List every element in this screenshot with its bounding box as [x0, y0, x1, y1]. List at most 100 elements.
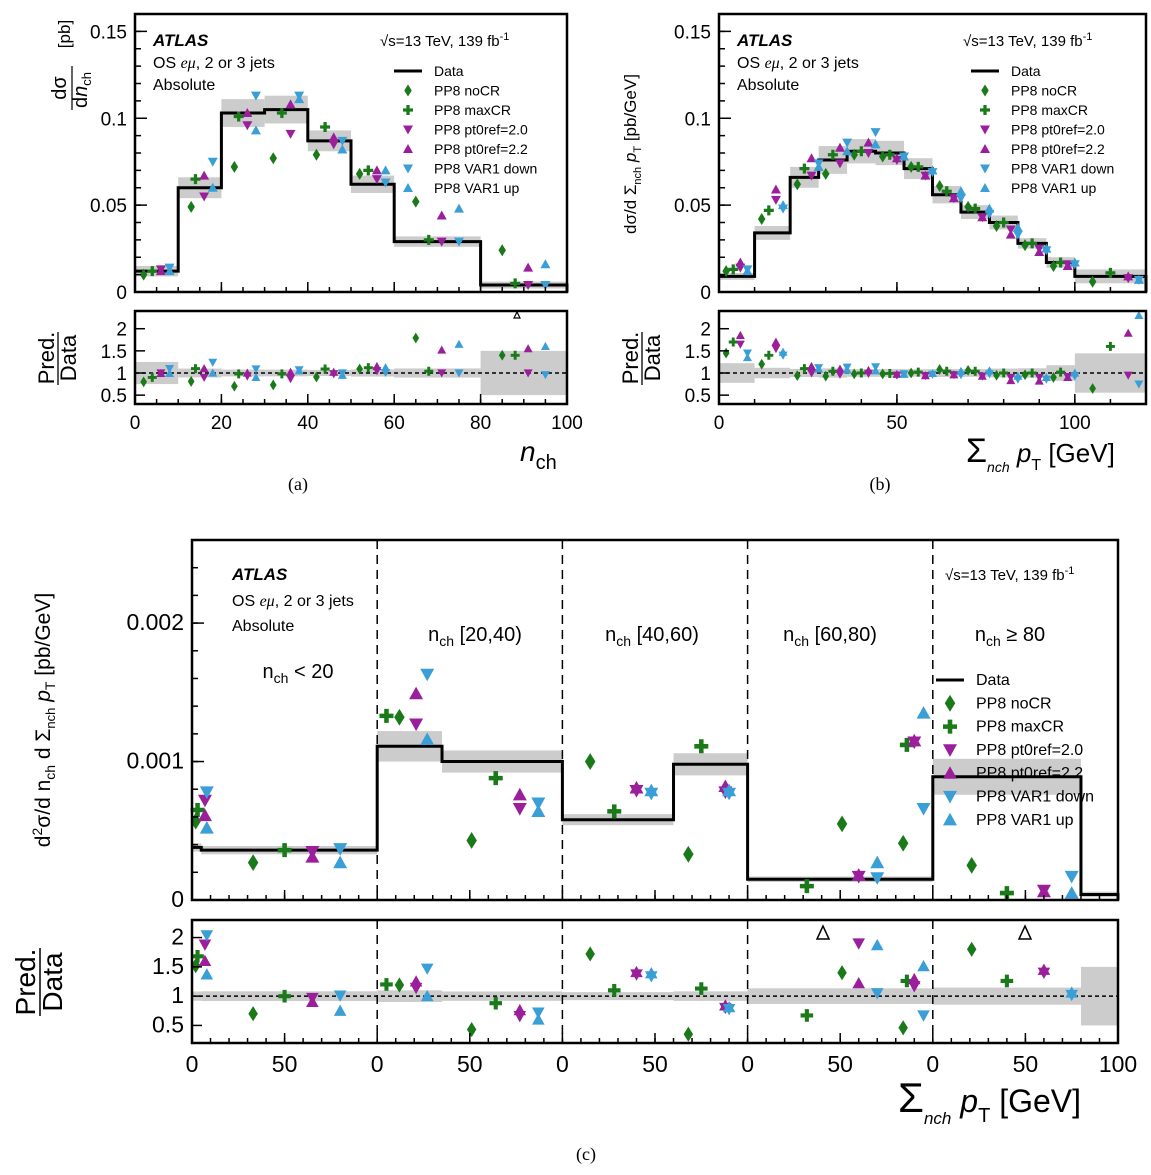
- maxCR-point: [379, 708, 394, 723]
- svg-text:dσ: dσ: [49, 76, 71, 100]
- ratio-uncertainty-band: [562, 992, 674, 1001]
- var1up-ratio-point: [814, 364, 824, 373]
- pt0ref20-ratio-point: [523, 369, 533, 378]
- pt0ref20-point: [371, 175, 382, 185]
- maxCR-ratio-point: [1056, 367, 1066, 377]
- noCR-ratio-point: [966, 941, 977, 957]
- var1up-point: [207, 182, 218, 192]
- noCR-point: [793, 178, 802, 191]
- panel-a-y-ticks: 0 0.05 0.1 0.15: [90, 13, 147, 304]
- noCR-point: [466, 832, 477, 849]
- var1up-ratio-point: [1041, 372, 1051, 382]
- var1up-point: [899, 151, 910, 161]
- noCR-ratio-point: [822, 370, 830, 382]
- legend-noCR-marker: [404, 84, 412, 97]
- var1up-point: [337, 144, 348, 154]
- var1down-point: [870, 128, 881, 138]
- var1up-ratio-point: [842, 365, 852, 374]
- y-tick-label: 0.1: [685, 109, 711, 130]
- maxCR-ratio-point: [764, 350, 774, 360]
- maxCR-point: [607, 804, 622, 819]
- var1up-point: [644, 783, 659, 797]
- pt0ref22-ratio-point: [1063, 372, 1073, 382]
- var1down-ratio-point: [540, 371, 550, 380]
- pt0ref22-ratio-point: [977, 371, 987, 380]
- pt0ref22-point: [863, 137, 874, 147]
- var1up-ratio-point: [778, 347, 788, 356]
- var1down-point: [916, 803, 931, 816]
- x-tick-label: 0: [371, 1051, 384, 1077]
- noCR-point: [897, 834, 909, 852]
- pt0ref20-point: [523, 281, 534, 291]
- x-tick-label: 20: [211, 413, 232, 434]
- pt0ref22-point: [948, 193, 959, 203]
- noCR-ratio-point: [585, 946, 595, 962]
- legend-noCR-marker: [981, 84, 989, 97]
- panel-b-energy-label: √s=13 TeV, 139 fb-1: [963, 31, 1092, 50]
- x-tick-label: 50: [827, 1051, 853, 1077]
- maxCR-ratio-point: [695, 982, 708, 995]
- pt0ref20-ratio-point: [852, 938, 866, 950]
- panel-b-y-ticks: 0 0.05 0.1 0.15: [674, 13, 731, 304]
- region-label: nch < 20: [263, 661, 334, 686]
- var1down-point: [337, 136, 348, 146]
- x-tick-label: 50: [886, 413, 907, 434]
- panel-b-atlas-label: ATLAS: [736, 31, 793, 50]
- noCR-point: [312, 148, 321, 161]
- x-tick-label: 50: [1013, 1051, 1039, 1077]
- var1up-point: [540, 259, 551, 269]
- pt0ref22-point: [977, 212, 988, 222]
- pt0ref20-point: [512, 803, 527, 816]
- var1down-ratio-point: [454, 369, 464, 378]
- data-histogram: [135, 108, 569, 292]
- legend-label: PP8 noCR: [1011, 83, 1077, 99]
- noCR-ratio-point: [356, 363, 364, 375]
- var1up-ratio-point: [381, 363, 391, 372]
- pt0ref22-point: [197, 808, 212, 822]
- legend-label: Data: [1011, 63, 1041, 79]
- var1up-ratio-point: [208, 368, 218, 377]
- noCR-ratio-point: [683, 1026, 694, 1042]
- var1up-point: [1133, 274, 1144, 284]
- panel-b-ratio-ticks: 0.511.52: [685, 320, 729, 407]
- panel-b-legend: Data PP8 noCR PP8 maxCR PP8 pt0ref=2.0 PP8 p…: [971, 63, 1114, 196]
- var1up-ratio-point: [337, 370, 347, 379]
- pt0ref20-ratio-point: [807, 369, 817, 378]
- pt0ref22-point: [770, 184, 781, 194]
- noCR-ratio-point: [907, 367, 915, 379]
- panel-b: ATLAS OS eμ, 2 or 3 jets Absolute √s=13 …: [618, 12, 1148, 495]
- var1up-point: [1069, 257, 1080, 267]
- var1up-point: [813, 161, 824, 171]
- noCR-ratio-point: [1021, 369, 1029, 381]
- legend-var1down-marker: [980, 164, 990, 174]
- pt0ref22-ratio-point: [156, 368, 166, 378]
- panel-c-normalization: Absolute: [232, 618, 294, 635]
- region-label: nch [20,40): [428, 624, 522, 649]
- ratio-tick-label: 1.5: [685, 342, 711, 363]
- var1down-ratio-point: [333, 990, 347, 1002]
- var1up-point: [1064, 886, 1079, 899]
- legend-label: PP8 VAR1 up: [976, 812, 1074, 829]
- noCR-point: [683, 845, 694, 863]
- var1up-point: [164, 266, 175, 276]
- ratio-uncertainty-band: [351, 369, 395, 377]
- x-tick-label: 60: [384, 413, 405, 434]
- noCR-ratio-point: [394, 977, 405, 993]
- var1up-ratio-point: [454, 339, 464, 348]
- var1down-ratio-point: [532, 1007, 545, 1019]
- panel-c-x-label: Σnch pT [GeV]: [898, 1074, 1081, 1128]
- pt0ref22-point: [155, 266, 166, 276]
- pt0ref22-point: [1062, 260, 1073, 270]
- pt0ref20-ratio-point: [1123, 371, 1133, 380]
- maxCR-point: [277, 843, 292, 858]
- maxCR-ratio-point: [147, 372, 157, 382]
- legend-pt0ref22-marker: [980, 144, 990, 153]
- region-label: nch ≥ 80: [975, 624, 1045, 649]
- maxCR-point: [884, 149, 895, 160]
- ratio-uncertainty-band: [307, 369, 351, 377]
- pt0ref20-point: [436, 237, 447, 247]
- var1up-point: [1012, 222, 1023, 232]
- noCR-ratio-point: [230, 380, 238, 392]
- pt0ref22-ratio-point: [1037, 963, 1051, 975]
